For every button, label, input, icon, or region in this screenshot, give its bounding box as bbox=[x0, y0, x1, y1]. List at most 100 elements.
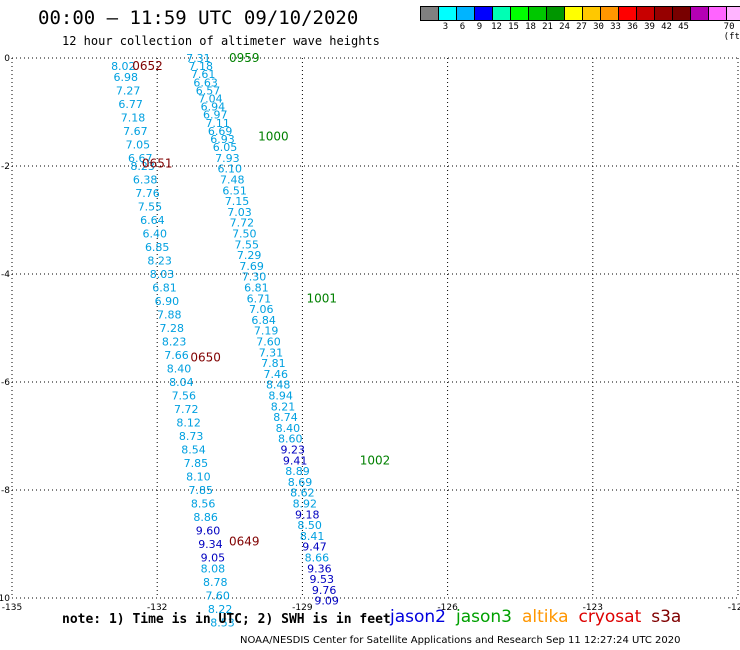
wave-height-value: 8.02 bbox=[111, 60, 136, 73]
wave-height-value: 7.55 bbox=[234, 238, 259, 251]
wave-height-value: 8.54 bbox=[181, 444, 206, 457]
track-time-label: 0649 bbox=[229, 534, 260, 548]
color-scale-label: 21 bbox=[542, 22, 553, 32]
wave-height-value: 6.98 bbox=[113, 71, 138, 84]
wave-height-value: 6.63 bbox=[193, 76, 218, 89]
wave-height-value: 9.76 bbox=[312, 584, 337, 597]
y-tick-label: -10 bbox=[0, 594, 10, 604]
x-tick-label: -126 bbox=[437, 603, 458, 613]
wave-height-value: 8.74 bbox=[273, 411, 298, 424]
wave-height-value: 8.48 bbox=[266, 379, 291, 392]
wave-height-value: 7.72 bbox=[230, 217, 255, 230]
legend-item-altika: altika bbox=[522, 607, 569, 627]
color-scale-label: 45 bbox=[678, 22, 689, 32]
wave-height-value: 6.81 bbox=[244, 282, 269, 295]
wave-height-value: 8.04 bbox=[169, 376, 194, 389]
wave-height-value: 7.28 bbox=[159, 322, 184, 335]
track-time-label: 1000 bbox=[258, 129, 289, 143]
wave-height-value: 6.93 bbox=[210, 133, 235, 146]
x-tick-label: -135 bbox=[2, 603, 22, 613]
wave-height-value: 8.23 bbox=[162, 336, 187, 349]
color-scale-label: 6 bbox=[459, 22, 466, 32]
x-tick-label: -132 bbox=[147, 603, 167, 613]
wave-height-value: 8.50 bbox=[297, 519, 322, 532]
legend-item-jason3: jason3 bbox=[456, 607, 512, 627]
wave-height-value: 8.08 bbox=[201, 562, 226, 575]
wave-height-value: 7.85 bbox=[189, 484, 214, 497]
wave-height-value: 6.64 bbox=[140, 214, 165, 227]
wave-height-value: 7.93 bbox=[215, 152, 240, 165]
wave-height-value: 7.50 bbox=[232, 228, 257, 241]
x-tick-label: -120 bbox=[728, 603, 740, 613]
wave-height-value: 7.06 bbox=[249, 303, 274, 316]
legend-item-jason2: jason2 bbox=[390, 607, 446, 627]
y-tick-label: -2 bbox=[1, 162, 10, 172]
wave-height-value: 9.18 bbox=[295, 508, 320, 521]
wave-height-value: 9.09 bbox=[314, 595, 339, 608]
wave-height-value: 8.23 bbox=[147, 255, 172, 268]
color-scale-swatches bbox=[420, 6, 740, 21]
wave-height-value: 7.46 bbox=[264, 368, 289, 381]
wave-height-value: 6.77 bbox=[118, 98, 143, 111]
wave-height-value: 6.84 bbox=[251, 314, 276, 327]
color-scale-label: 9 bbox=[476, 22, 483, 32]
wave-height-value: 7.04 bbox=[198, 93, 223, 106]
wave-height-value: 8.66 bbox=[305, 552, 330, 565]
footer-credit: NOAA/NESDIS Center for Satellite Applica… bbox=[240, 635, 681, 646]
track-time-label: 1001 bbox=[306, 291, 337, 305]
wave-height-value: 8.40 bbox=[167, 363, 192, 376]
wave-height-value: 6.67 bbox=[128, 152, 153, 165]
wave-height-value: 8.53 bbox=[210, 616, 235, 629]
wave-height-value: 8.40 bbox=[276, 422, 301, 435]
wave-height-value: 7.76 bbox=[135, 187, 160, 200]
wave-height-value: 7.18 bbox=[121, 111, 146, 124]
wave-height-value: 7.31 bbox=[259, 346, 284, 359]
wave-height-value: 6.81 bbox=[152, 282, 177, 295]
satellite-legend: jason2 jason3 altika cryosat s3a bbox=[390, 607, 691, 627]
wave-height-value: 7.27 bbox=[116, 84, 141, 97]
color-scale-label: 70 (ft) bbox=[723, 22, 740, 42]
wave-height-value: 9.23 bbox=[280, 444, 305, 457]
wave-height-value: 6.97 bbox=[203, 109, 228, 122]
wave-height-value: 7.05 bbox=[126, 138, 151, 151]
color-scale-label: 33 bbox=[610, 22, 621, 32]
note-text: note: 1) Time is in UTC; 2) SWH is in fe… bbox=[62, 612, 391, 627]
wave-height-value: 9.53 bbox=[310, 573, 335, 586]
x-tick-label: -129 bbox=[292, 603, 313, 613]
y-tick-label: -8 bbox=[1, 486, 10, 496]
color-scale-label: 36 bbox=[627, 22, 638, 32]
wave-height-value: 7.66 bbox=[164, 349, 189, 362]
wave-height-value: 6.90 bbox=[155, 295, 180, 308]
wave-height-value: 8.92 bbox=[293, 498, 318, 511]
wave-height-value: 8.62 bbox=[290, 487, 315, 500]
wave-height-value: 8.10 bbox=[186, 471, 211, 484]
color-scale-label: 27 bbox=[576, 22, 587, 32]
track-time-label: 0959 bbox=[229, 51, 260, 65]
wave-height-value: 7.11 bbox=[205, 117, 230, 130]
wave-height-value: 8.56 bbox=[191, 498, 216, 511]
wave-height-value: 7.60 bbox=[205, 589, 230, 602]
color-scale-label: 18 bbox=[525, 22, 536, 32]
wave-height-value: 6.40 bbox=[143, 228, 168, 241]
track-time-label: 0651 bbox=[142, 156, 173, 170]
wave-height-value: 8.12 bbox=[176, 417, 201, 430]
color-scale-label: 39 bbox=[644, 22, 655, 32]
color-scale-label: 30 bbox=[593, 22, 604, 32]
wave-height-value: 7.88 bbox=[157, 309, 182, 322]
legend-item-s3a: s3a bbox=[651, 607, 682, 627]
wave-height-value: 7.48 bbox=[220, 174, 245, 187]
wave-height-value: 6.69 bbox=[208, 125, 233, 138]
wave-height-value: 8.89 bbox=[285, 465, 310, 478]
wave-height-value: 9.60 bbox=[196, 525, 221, 538]
wave-height-value: 8.22 bbox=[208, 603, 233, 616]
wave-height-value: 8.60 bbox=[278, 433, 303, 446]
wave-height-value: 7.67 bbox=[123, 125, 148, 138]
wave-height-value: 9.05 bbox=[201, 552, 226, 565]
wave-height-value: 9.47 bbox=[302, 541, 327, 554]
wave-height-value: 8.86 bbox=[193, 511, 218, 524]
wave-height-value: 7.55 bbox=[138, 201, 163, 214]
wave-height-value: 7.72 bbox=[174, 403, 199, 416]
wave-height-value: 6.51 bbox=[222, 184, 247, 197]
